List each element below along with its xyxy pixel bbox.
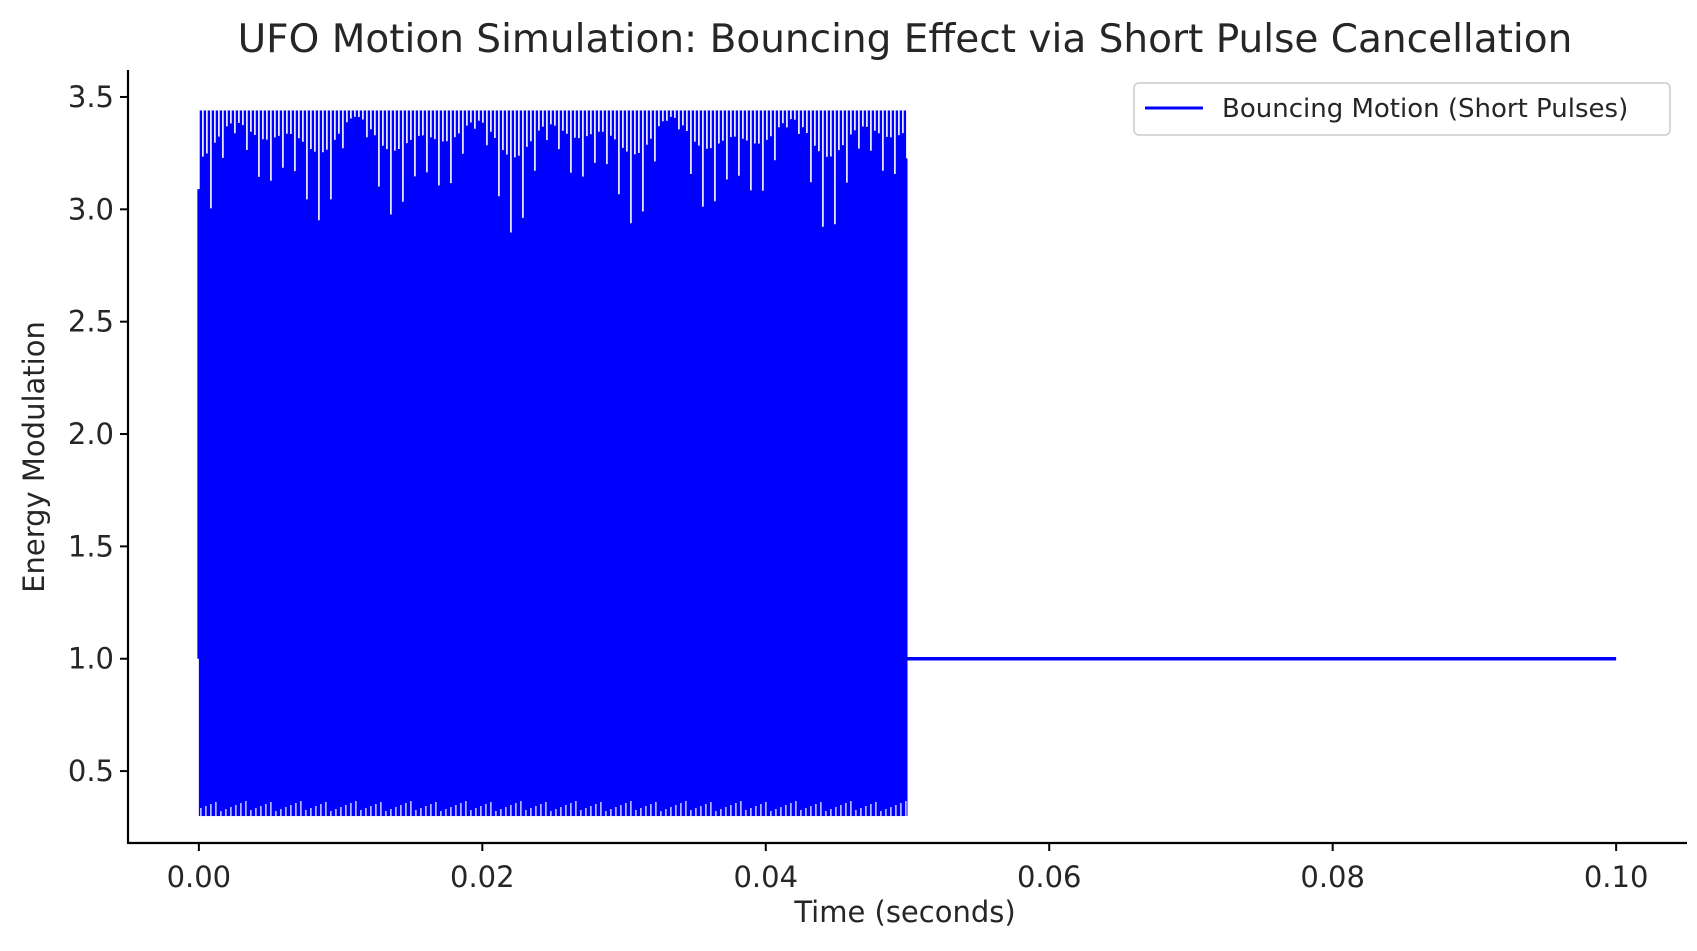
- chart-title: UFO Motion Simulation: Bouncing Effect v…: [238, 17, 1573, 62]
- x-tick-layer: 0.00 0.02 0.04 0.06 0.08 0.10: [167, 843, 1649, 894]
- x-tick-label: 0.00: [167, 860, 232, 894]
- y-tick-label: 0.5: [68, 754, 114, 788]
- x-tick-label: 0.10: [1584, 860, 1649, 894]
- legend-label-bouncing-motion: Bouncing Motion (Short Pulses): [1222, 94, 1628, 124]
- y-tick-layer: 0.5 1.0 1.5 2.0 2.5 3.0 3.5: [68, 80, 128, 788]
- x-tick-label: 0.04: [733, 860, 798, 894]
- legend-box: [1133, 82, 1671, 136]
- y-tick-label: 2.0: [68, 417, 114, 451]
- x-tick-label: 0.08: [1300, 860, 1365, 894]
- x-tick-label: 0.02: [450, 860, 515, 894]
- x-axis-label: Time (seconds): [793, 895, 1015, 929]
- legend: Bouncing Motion (Short Pulses): [1133, 82, 1671, 136]
- series-band-bottom-envelope: [200, 801, 907, 817]
- y-tick-label: 1.0: [68, 642, 114, 676]
- series-band: [198, 110, 908, 817]
- plot-series-layer: [197, 110, 1617, 817]
- y-axis-label: Energy Modulation: [17, 321, 51, 593]
- y-tick-label: 3.5: [68, 80, 114, 114]
- y-tick-label: 1.5: [68, 529, 114, 563]
- y-tick-label: 3.0: [68, 192, 114, 226]
- series-band-top-envelope: [198, 110, 908, 235]
- y-tick-label: 2.5: [68, 305, 114, 339]
- x-tick-label: 0.06: [1017, 860, 1082, 894]
